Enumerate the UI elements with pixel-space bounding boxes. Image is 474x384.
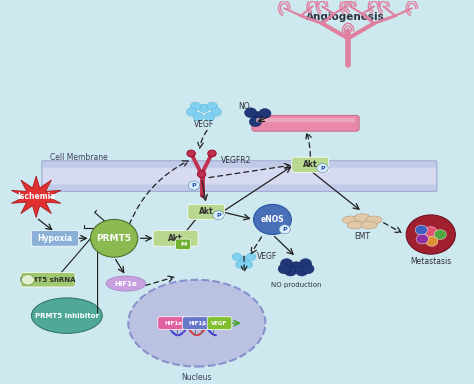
Circle shape: [425, 227, 437, 237]
Circle shape: [279, 225, 291, 234]
Circle shape: [213, 211, 224, 220]
Text: PRMT5 shRNA: PRMT5 shRNA: [20, 277, 76, 283]
Ellipse shape: [128, 280, 265, 367]
Text: NO production: NO production: [271, 283, 321, 288]
Circle shape: [91, 219, 138, 257]
Text: Akt: Akt: [303, 160, 318, 169]
Ellipse shape: [31, 298, 102, 333]
Circle shape: [204, 113, 215, 121]
Text: P: P: [216, 213, 221, 218]
Circle shape: [246, 253, 256, 261]
Circle shape: [21, 275, 35, 285]
Text: EMT: EMT: [354, 232, 370, 241]
Circle shape: [284, 266, 297, 276]
Ellipse shape: [347, 221, 363, 229]
Circle shape: [190, 102, 201, 111]
Text: Nucleus: Nucleus: [182, 373, 212, 382]
FancyBboxPatch shape: [153, 230, 198, 246]
Circle shape: [197, 171, 206, 177]
Text: P: P: [320, 166, 325, 170]
FancyBboxPatch shape: [188, 204, 225, 219]
Text: Angiogenesis: Angiogenesis: [306, 12, 385, 22]
Text: PRMT5: PRMT5: [97, 234, 132, 243]
Text: PRMT5 inhibitor: PRMT5 inhibitor: [35, 313, 99, 319]
Circle shape: [245, 108, 257, 118]
Circle shape: [406, 215, 456, 254]
Circle shape: [434, 230, 447, 240]
Ellipse shape: [354, 214, 370, 221]
Ellipse shape: [106, 276, 146, 291]
Circle shape: [416, 234, 428, 244]
Ellipse shape: [361, 221, 377, 229]
FancyBboxPatch shape: [43, 168, 436, 184]
Circle shape: [281, 259, 293, 268]
Text: HIF1α: HIF1α: [115, 281, 137, 286]
Circle shape: [249, 117, 262, 127]
Circle shape: [186, 108, 197, 116]
Circle shape: [254, 204, 292, 235]
Circle shape: [208, 150, 216, 157]
Polygon shape: [11, 176, 61, 218]
Circle shape: [252, 112, 264, 121]
Text: NO: NO: [238, 102, 250, 111]
Text: Akt: Akt: [168, 234, 183, 243]
Circle shape: [193, 113, 203, 121]
Text: Cell Membrane: Cell Membrane: [50, 153, 108, 162]
FancyBboxPatch shape: [42, 161, 437, 191]
FancyBboxPatch shape: [21, 273, 75, 287]
Text: VEGF: VEGF: [257, 252, 278, 260]
Text: P: P: [283, 227, 287, 232]
Text: P: P: [191, 183, 196, 188]
Circle shape: [232, 253, 242, 261]
Circle shape: [302, 264, 314, 274]
Text: Hypoxia: Hypoxia: [37, 234, 73, 243]
Text: VEGF: VEGF: [194, 120, 214, 129]
Text: eNOS: eNOS: [261, 215, 284, 224]
Circle shape: [207, 102, 218, 111]
Text: VEGFR2: VEGFR2: [221, 157, 252, 166]
Text: HIF1α: HIF1α: [164, 321, 182, 326]
Circle shape: [300, 259, 312, 268]
Circle shape: [259, 109, 271, 118]
Circle shape: [211, 108, 221, 116]
FancyBboxPatch shape: [182, 317, 212, 329]
Ellipse shape: [342, 216, 358, 223]
FancyBboxPatch shape: [207, 317, 232, 329]
FancyBboxPatch shape: [252, 115, 359, 131]
Circle shape: [187, 150, 195, 157]
Circle shape: [236, 261, 245, 268]
FancyBboxPatch shape: [175, 239, 191, 250]
Text: M: M: [180, 242, 186, 247]
Ellipse shape: [366, 216, 382, 223]
Circle shape: [317, 164, 328, 173]
Text: VEGF: VEGF: [211, 321, 228, 326]
Text: Ischemia: Ischemia: [17, 192, 55, 201]
Circle shape: [243, 261, 253, 268]
Circle shape: [199, 104, 209, 113]
Text: Metastasis: Metastasis: [410, 257, 451, 266]
Text: Akt: Akt: [199, 207, 214, 217]
Circle shape: [239, 256, 249, 263]
FancyBboxPatch shape: [31, 230, 79, 246]
Text: HIF1β: HIF1β: [188, 321, 206, 326]
FancyBboxPatch shape: [292, 157, 328, 172]
Circle shape: [188, 181, 200, 190]
Circle shape: [278, 264, 291, 274]
Circle shape: [426, 237, 438, 246]
Circle shape: [415, 225, 428, 235]
Circle shape: [290, 262, 302, 271]
FancyBboxPatch shape: [158, 317, 189, 329]
Circle shape: [296, 266, 308, 276]
FancyBboxPatch shape: [256, 118, 355, 122]
